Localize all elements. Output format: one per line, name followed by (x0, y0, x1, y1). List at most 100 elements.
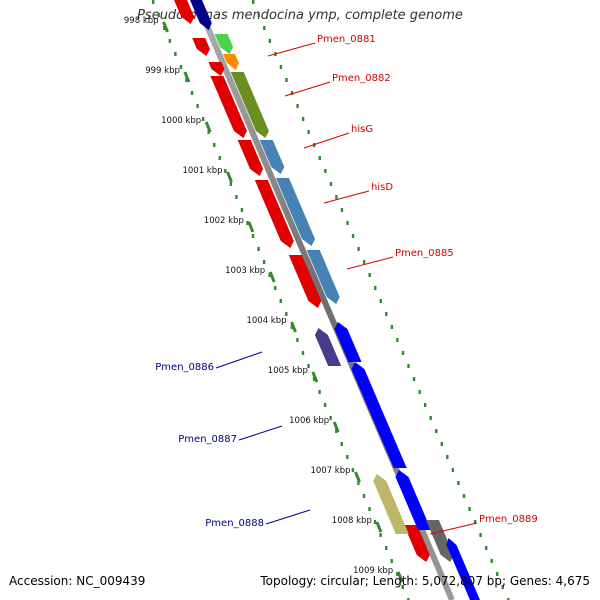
ruler-dot (479, 533, 482, 537)
accession: Accession: NC_009439 (9, 574, 146, 588)
gene-arrow[interactable] (214, 34, 234, 54)
ruler-dot (274, 286, 277, 290)
ruler-dot (252, 0, 255, 4)
ruler-dot (340, 442, 343, 446)
ruler-dot (235, 195, 238, 199)
genome-title: Pseudomonas mendocina ymp, complete geno… (137, 8, 463, 23)
gene-arrow[interactable] (334, 322, 362, 362)
gene-features (190, 0, 480, 600)
ruler-dot (379, 533, 382, 537)
gene-arrow[interactable] (259, 140, 285, 174)
ruler-dot (163, 26, 166, 30)
gene-label[interactable]: Pmen_0889 (479, 514, 538, 525)
ruler-dot (446, 455, 449, 459)
ruler-dot (351, 468, 355, 472)
label-leader (267, 42, 316, 57)
ruler-dot (190, 91, 194, 95)
ruler-dot (457, 481, 460, 485)
gene-label[interactable]: Pmen_0888 (205, 518, 264, 529)
ruler-tick (183, 71, 191, 83)
ruler-tick (162, 21, 169, 33)
label-leader (215, 351, 263, 369)
label-leader (303, 132, 350, 149)
label-leader (323, 190, 370, 204)
ruler-dot (423, 403, 427, 407)
ruler-tick (226, 171, 233, 183)
ruler-label: 1001 kbp (182, 166, 222, 176)
gene-label[interactable]: Pmen_0881 (317, 34, 376, 45)
ruler-dot (396, 338, 399, 342)
ruler-dot (301, 351, 305, 355)
ruler-label: 1009 kbp (353, 566, 393, 576)
gene-arrow[interactable] (306, 250, 340, 304)
gene-label[interactable]: hisG (351, 124, 373, 135)
ruler-dot (201, 117, 205, 121)
ruler-dot (268, 39, 272, 43)
gene-arrow[interactable] (425, 520, 454, 562)
gene-arrow[interactable] (275, 178, 315, 246)
gene-label[interactable]: Pmen_0886 (155, 362, 214, 373)
ruler-dot (152, 0, 155, 4)
ruler-dot (213, 143, 216, 147)
ruler-dot (429, 416, 432, 420)
gene-label[interactable]: Pmen_0887 (178, 434, 237, 445)
ruler-dot (307, 364, 310, 368)
gene-arrow[interactable] (230, 72, 269, 138)
ruler-dot (484, 546, 488, 550)
ruler-dot (335, 195, 338, 199)
ruler-dot (401, 585, 404, 589)
ruler-dot (368, 273, 371, 277)
cds-arrow (174, 0, 195, 24)
ruler-dot (323, 403, 327, 407)
gene-label[interactable]: Pmen_0882 (332, 73, 391, 84)
ruler-tick (204, 121, 212, 133)
ruler-dot (407, 364, 410, 368)
ruler-dot (174, 52, 177, 56)
ruler-label: 1004 kbp (246, 316, 286, 326)
gene-arrow[interactable] (351, 362, 407, 468)
gene-label[interactable]: hisD (371, 182, 393, 193)
ruler-dot (196, 104, 199, 108)
cds-arrow (210, 76, 247, 138)
gene-arrow[interactable] (395, 470, 432, 530)
ruler-dot (384, 546, 388, 550)
ruler-tick (311, 371, 319, 383)
ruler-dot (357, 247, 360, 251)
ruler-dot (168, 39, 172, 43)
ruler-dot (418, 390, 421, 394)
ruler-dot (440, 442, 443, 446)
ruler-tick (290, 321, 297, 333)
ruler-label: 998 kbp (124, 16, 159, 26)
ruler-dot (318, 156, 321, 160)
ruler-dot (351, 234, 355, 238)
ruler-dot (329, 416, 332, 420)
ruler-tick (247, 221, 255, 233)
ruler-dot (462, 494, 466, 498)
ruler-dot (240, 208, 244, 212)
ruler-dot (285, 78, 288, 82)
gene-arrow[interactable] (314, 328, 342, 366)
ruler-dot (490, 559, 493, 563)
gene-arrow[interactable] (373, 474, 409, 534)
ruler-dot (390, 559, 393, 563)
label-leader (346, 256, 394, 270)
gene-arrow-partial (190, 0, 212, 30)
ruler-label: 1003 kbp (225, 266, 265, 276)
ruler-tick (354, 471, 361, 483)
ruler-dot (290, 325, 294, 329)
ruler-label: 1005 kbp (268, 366, 308, 376)
ruler-dot (157, 13, 160, 17)
ruler-dot (374, 286, 377, 290)
ruler-dot (301, 117, 305, 121)
ruler-dot (346, 221, 349, 225)
cds-arrow (254, 180, 294, 248)
ruler-dot (496, 572, 499, 576)
gene-label[interactable]: Pmen_0885 (395, 248, 454, 259)
ruler-dot (285, 312, 288, 316)
gene-arrow-partial (446, 538, 480, 600)
ruler-tick (268, 271, 276, 283)
ruler-dot (340, 208, 344, 212)
genome-summary: Topology: circular; Length: 5,072,807 bp… (260, 574, 590, 588)
ruler-dot (346, 455, 349, 459)
ruler-dot (257, 13, 260, 17)
